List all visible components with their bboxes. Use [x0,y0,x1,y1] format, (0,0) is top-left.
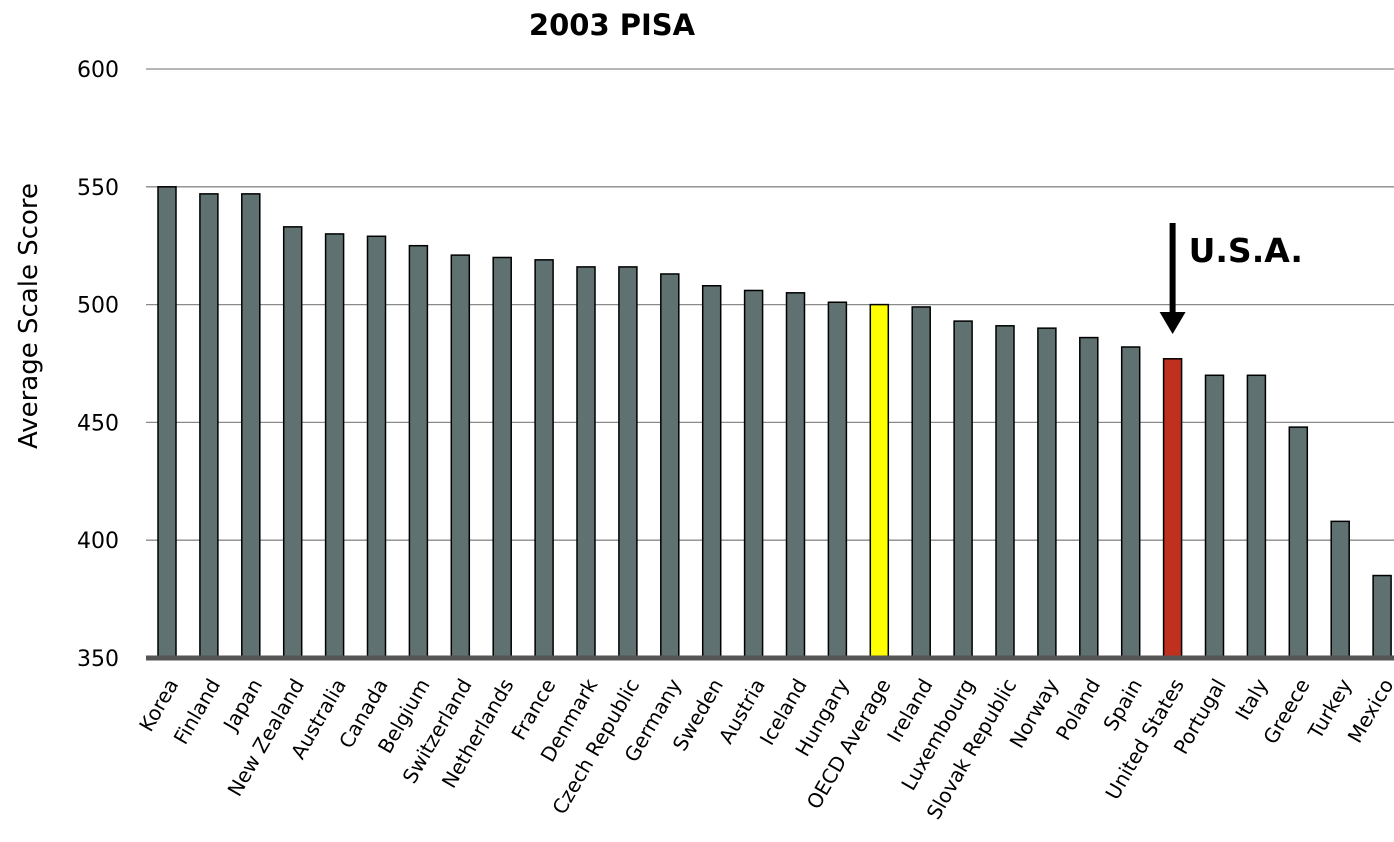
bar [157,186,177,659]
y-tick-label: 450 [77,411,119,436]
chart-title: 2003 PISA [529,8,696,42]
usa-annotation: U.S.A. [1159,223,1303,334]
bar [911,306,931,659]
arrow-shaft [1169,223,1176,312]
y-tick-label: 600 [77,58,119,83]
bar [1288,426,1309,659]
bar [492,256,512,659]
gridlines [146,68,1394,541]
bar [241,193,261,659]
bar [1372,574,1392,659]
bar [953,320,973,659]
y-tick-label: 400 [77,529,119,554]
bar [1246,374,1267,659]
bar [450,254,471,659]
bar [660,273,680,659]
bar [995,325,1015,659]
bar [701,285,722,659]
arrow-down-icon [1159,312,1186,334]
bar [743,289,764,659]
bar [827,301,848,659]
y-tick-label: 500 [77,294,119,319]
y-tick-label: 350 [77,647,119,672]
bar [576,266,596,659]
y-axis-ticks: 350 400 450 500 550 600 [77,58,119,672]
y-axis-label: Average Scale Score [14,183,44,449]
bar [1162,358,1183,659]
bar [1037,327,1057,659]
bar [366,235,387,659]
bar [408,244,429,659]
usa-annotation-label: U.S.A. [1189,231,1303,270]
x-tick-label: Italy [1230,674,1273,724]
bar [1120,346,1141,659]
bar [1330,520,1350,659]
bar [1204,374,1225,659]
bar [785,292,806,659]
bar [199,193,219,659]
y-tick-label: 550 [77,176,119,201]
bar [618,266,638,659]
bar [869,303,890,659]
bar [282,226,303,659]
bar [1079,336,1099,659]
bar [534,259,554,659]
bar [324,233,345,659]
